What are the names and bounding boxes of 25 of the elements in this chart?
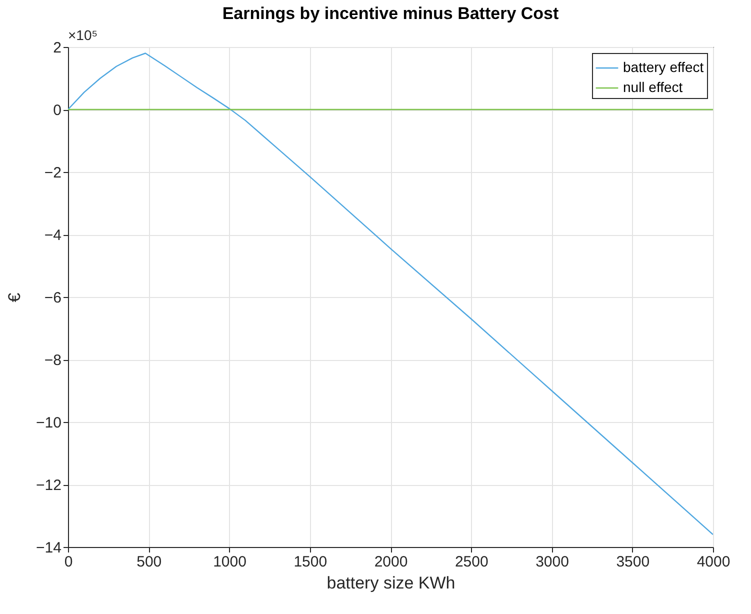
y-tick-label: −2 bbox=[44, 164, 62, 182]
legend-label: battery effect bbox=[623, 59, 704, 75]
x-axis-title: battery size KWh bbox=[326, 574, 456, 592]
line-series bbox=[68, 52, 713, 536]
x-tick-label: 1000 bbox=[213, 554, 246, 570]
y-tick-label: −8 bbox=[44, 352, 62, 369]
x-tick-label: 1500 bbox=[294, 554, 328, 570]
x-tick-label: 500 bbox=[136, 554, 162, 570]
x-tick-label: 2000 bbox=[374, 554, 408, 570]
x-tick-label: 3500 bbox=[616, 554, 650, 570]
y-axis-title: € bbox=[5, 292, 24, 302]
y-tick-label: −12 bbox=[36, 477, 62, 494]
text: ×10⁵ bbox=[68, 27, 98, 43]
x-tick-label: 0 bbox=[64, 554, 73, 570]
x-tick-label: 2500 bbox=[454, 554, 488, 570]
y-tick-label: −4 bbox=[44, 227, 62, 244]
x-tick-label: 4000 bbox=[696, 554, 730, 570]
legend-label: null effect bbox=[623, 79, 683, 95]
y-tick-label: −10 bbox=[36, 414, 62, 432]
y-tick-label: 2 bbox=[53, 40, 62, 56]
x-tick-label: 3000 bbox=[536, 554, 569, 570]
y-tick-label: 0 bbox=[53, 102, 62, 119]
chart-title: Earnings by incentive minus Battery Cost bbox=[222, 4, 559, 23]
y-tick-label: −14 bbox=[36, 540, 62, 556]
y-tick-label: −6 bbox=[44, 290, 62, 306]
